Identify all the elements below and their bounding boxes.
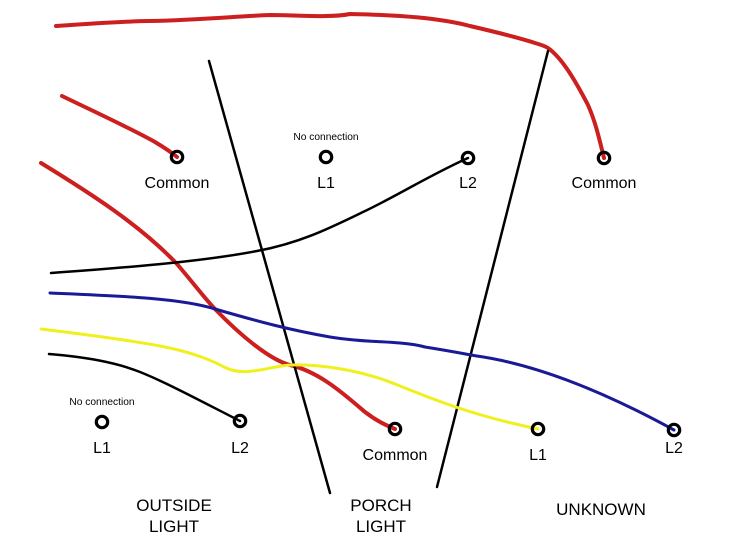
svg-text:L1: L1 [317,175,335,192]
svg-text:L1: L1 [93,440,111,457]
svg-text:Common: Common [363,447,428,464]
svg-text:PORCH: PORCH [350,496,411,515]
svg-text:Common: Common [145,175,210,192]
svg-text:No connection: No connection [293,132,358,143]
svg-text:L2: L2 [665,440,683,457]
svg-text:L2: L2 [459,175,477,192]
svg-text:OUTSIDE: OUTSIDE [136,496,212,515]
svg-text:No connection: No connection [69,397,134,408]
svg-text:LIGHT: LIGHT [356,517,406,536]
svg-text:UNKNOWN: UNKNOWN [556,500,646,519]
svg-text:LIGHT: LIGHT [149,517,199,536]
svg-text:L2: L2 [231,440,249,457]
svg-text:L1: L1 [529,447,547,464]
svg-text:Common: Common [572,175,637,192]
